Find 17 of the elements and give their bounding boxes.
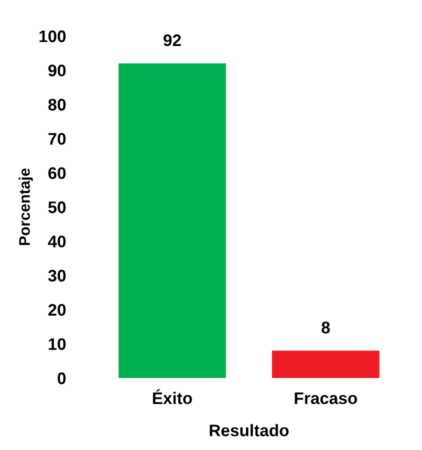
y-tick-label: 30: [48, 270, 66, 282]
y-tick-label: 10: [48, 338, 66, 350]
y-tick-label: 70: [48, 133, 66, 145]
y-tick-label: 20: [48, 304, 66, 316]
x-tick-label: Fracaso: [294, 392, 358, 404]
y-tick-label: 100: [40, 30, 66, 42]
y-tick-label: 80: [48, 98, 66, 111]
data-label: 8: [322, 322, 330, 334]
x-tick-label: Éxito: [152, 389, 192, 404]
x-axis-title: Resultado: [210, 424, 289, 436]
y-tick-label: 90: [48, 64, 66, 76]
y-tick-label: 50: [48, 201, 66, 214]
y-axis-title: Porcentaje: [18, 168, 33, 246]
data-label: 92: [164, 34, 181, 46]
y-tick-label: 40: [48, 236, 66, 248]
y-tick-label: 60: [48, 167, 66, 180]
y-tick-label: 0: [58, 372, 66, 384]
